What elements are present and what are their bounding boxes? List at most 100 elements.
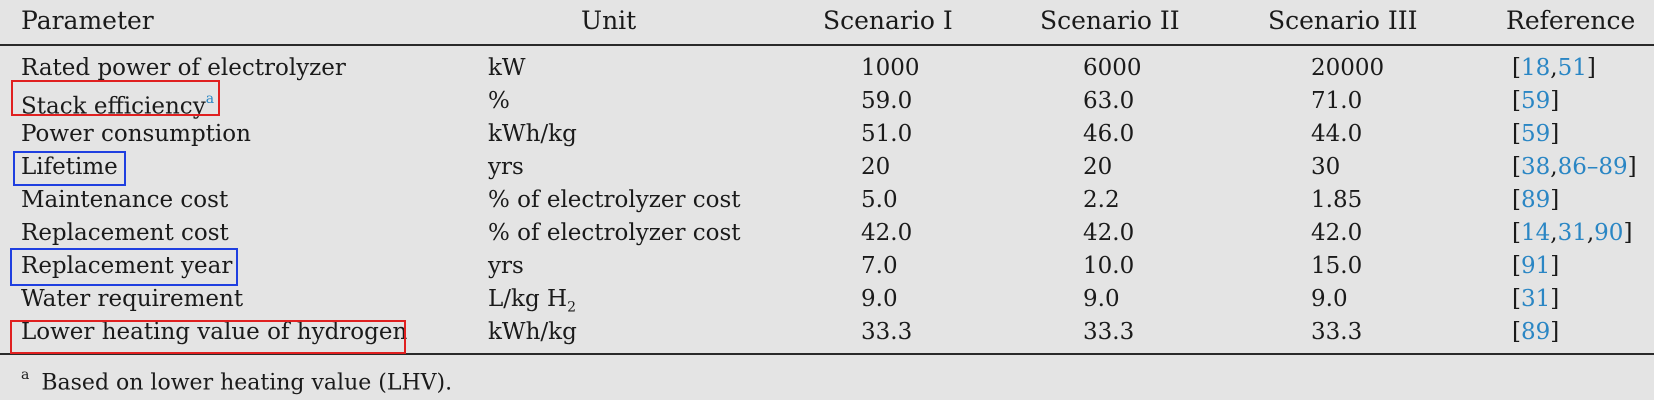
reference-link[interactable]: 59 bbox=[1520, 88, 1551, 114]
reference-bracket-close: ] bbox=[1586, 55, 1596, 81]
scenario-3-value: 30 bbox=[1311, 154, 1341, 180]
parameter-label: Maintenance cost bbox=[21, 187, 229, 213]
scenario-2-value: 2.2 bbox=[1083, 187, 1120, 213]
unit-label: yrs bbox=[488, 253, 524, 279]
unit-cell: kWh/kg bbox=[488, 118, 577, 151]
reference-link[interactable]: 31 bbox=[1557, 220, 1587, 246]
scenario-3-value: 71.0 bbox=[1311, 88, 1363, 114]
reference-link[interactable]: 86–89 bbox=[1557, 154, 1628, 180]
reference-link[interactable]: 51 bbox=[1557, 55, 1587, 81]
footnote-text: Based on lower heating value (LHV). bbox=[41, 370, 453, 396]
parameter-label: Water requirement bbox=[21, 286, 244, 312]
table-row: Power consumption kWh/kg 51.0 46.0 44.0 [59] bbox=[0, 118, 1654, 151]
reference-bracket-open: [ bbox=[1512, 319, 1521, 345]
unit-label: % of electrolyzer cost bbox=[488, 187, 741, 213]
reference-bracket-open: [ bbox=[1512, 88, 1521, 114]
unit-label: % bbox=[488, 88, 510, 114]
header-scenario-1: Scenario I bbox=[823, 6, 953, 35]
reference-cell: [38,86–89] bbox=[1512, 151, 1637, 184]
parameter-cell: Replacement cost bbox=[21, 217, 229, 250]
unit-label: kW bbox=[488, 55, 526, 81]
table-row: Stack efficiencya% 59.0 63.0 71.0 [59] bbox=[0, 85, 1654, 120]
unit-cell: kWh/kg bbox=[488, 316, 577, 349]
scenario-2-value: 9.0 bbox=[1083, 286, 1120, 312]
reference-link[interactable]: 90 bbox=[1594, 220, 1624, 246]
reference-separator: , bbox=[1550, 220, 1558, 246]
unit-cell: % of electrolyzer cost bbox=[488, 217, 741, 250]
unit-cell: yrs bbox=[488, 250, 524, 283]
scenario-3-value: 9.0 bbox=[1311, 286, 1348, 312]
header-rule bbox=[0, 44, 1654, 46]
footnote-mark: a bbox=[21, 367, 30, 383]
reference-cell: [89] bbox=[1512, 316, 1559, 349]
reference-link[interactable]: 31 bbox=[1520, 286, 1551, 312]
header-scenario-2: Scenario II bbox=[1040, 6, 1180, 35]
footnote-marker-link[interactable]: a bbox=[205, 91, 215, 107]
reference-link[interactable]: 91 bbox=[1520, 253, 1551, 279]
unit-label: kWh/kg bbox=[488, 121, 577, 147]
unit-cell: kW bbox=[488, 52, 526, 85]
header-parameter: Parameter bbox=[21, 6, 154, 35]
reference-cell: [91] bbox=[1512, 250, 1559, 283]
parameter-cell: Lower heating value of hydrogen bbox=[21, 316, 407, 349]
unit-cell: yrs bbox=[488, 151, 524, 184]
parameter-cell: Replacement year bbox=[21, 250, 232, 283]
unit-cell: L/kg H2 bbox=[488, 283, 576, 325]
reference-cell: [59] bbox=[1512, 85, 1559, 118]
scenario-2-value: 46.0 bbox=[1083, 121, 1135, 147]
reference-bracket-open: [ bbox=[1512, 220, 1521, 246]
reference-bracket-close: ] bbox=[1627, 154, 1637, 180]
table-row: Lower heating value of hydrogen kWh/kg 33.… bbox=[0, 316, 1654, 349]
reference-bracket-close: ] bbox=[1550, 253, 1560, 279]
scenario-2-value: 6000 bbox=[1083, 55, 1142, 81]
reference-cell: [18,51] bbox=[1512, 52, 1596, 85]
scenario-1-value: 9.0 bbox=[861, 286, 898, 312]
scenario-1-value: 20 bbox=[861, 154, 891, 180]
table-row: Rated power of electrolyzer kW 1000 6000 200… bbox=[0, 52, 1654, 85]
reference-bracket-open: [ bbox=[1512, 55, 1521, 81]
parameter-label: Lower heating value of hydrogen bbox=[21, 319, 408, 345]
highlight-box-lower-heating-value bbox=[10, 320, 406, 354]
reference-separator: , bbox=[1550, 55, 1558, 81]
table-row: Lifetime yrs 20 20 30 [38,86–89] bbox=[0, 151, 1654, 184]
scenario-1-value: 42.0 bbox=[861, 220, 913, 246]
highlight-box-stack-efficiency bbox=[11, 80, 220, 116]
scenario-1-value: 7.0 bbox=[861, 253, 898, 279]
unit-cell: % of electrolyzer cost bbox=[488, 184, 741, 217]
reference-bracket-open: [ bbox=[1512, 253, 1521, 279]
reference-bracket-close: ] bbox=[1550, 187, 1560, 213]
scenario-1-value: 1000 bbox=[861, 55, 920, 81]
table-row: Water requirement L/kg H2 9.0 9.0 9.0 [31] bbox=[0, 283, 1654, 316]
parameter-label: Power consumption bbox=[21, 121, 251, 147]
scenario-1-value: 5.0 bbox=[861, 187, 898, 213]
scenario-3-value: 33.3 bbox=[1311, 319, 1363, 345]
unit-label: L/kg H bbox=[488, 286, 568, 312]
reference-bracket-close: ] bbox=[1550, 286, 1560, 312]
unit-cell: % bbox=[488, 85, 510, 118]
unit-subscript: 2 bbox=[567, 299, 576, 316]
scenario-3-value: 42.0 bbox=[1311, 220, 1363, 246]
reference-link[interactable]: 89 bbox=[1520, 319, 1551, 345]
reference-link[interactable]: 18 bbox=[1520, 55, 1551, 81]
reference-link[interactable]: 59 bbox=[1520, 121, 1551, 147]
scenario-3-value: 20000 bbox=[1311, 55, 1385, 81]
reference-link[interactable]: 89 bbox=[1520, 187, 1551, 213]
parameter-cell: Lifetime bbox=[21, 151, 118, 184]
reference-bracket-open: [ bbox=[1512, 286, 1521, 312]
reference-bracket-close: ] bbox=[1550, 319, 1560, 345]
parameter-label: Replacement year bbox=[21, 253, 233, 279]
bottom-rule bbox=[0, 353, 1654, 355]
scenario-3-value: 44.0 bbox=[1311, 121, 1363, 147]
reference-bracket-close: ] bbox=[1550, 88, 1560, 114]
scenario-1-value: 51.0 bbox=[861, 121, 913, 147]
unit-label: % of electrolyzer cost bbox=[488, 220, 741, 246]
reference-link[interactable]: 38 bbox=[1520, 154, 1551, 180]
reference-link[interactable]: 14 bbox=[1520, 220, 1551, 246]
parameter-cell: Rated power of electrolyzer bbox=[21, 52, 346, 85]
header-reference: Reference bbox=[1506, 6, 1636, 35]
reference-bracket-close: ] bbox=[1623, 220, 1633, 246]
highlight-box-lifetime bbox=[13, 151, 126, 186]
scenario-2-value: 63.0 bbox=[1083, 88, 1135, 114]
scenario-2-value: 20 bbox=[1083, 154, 1113, 180]
